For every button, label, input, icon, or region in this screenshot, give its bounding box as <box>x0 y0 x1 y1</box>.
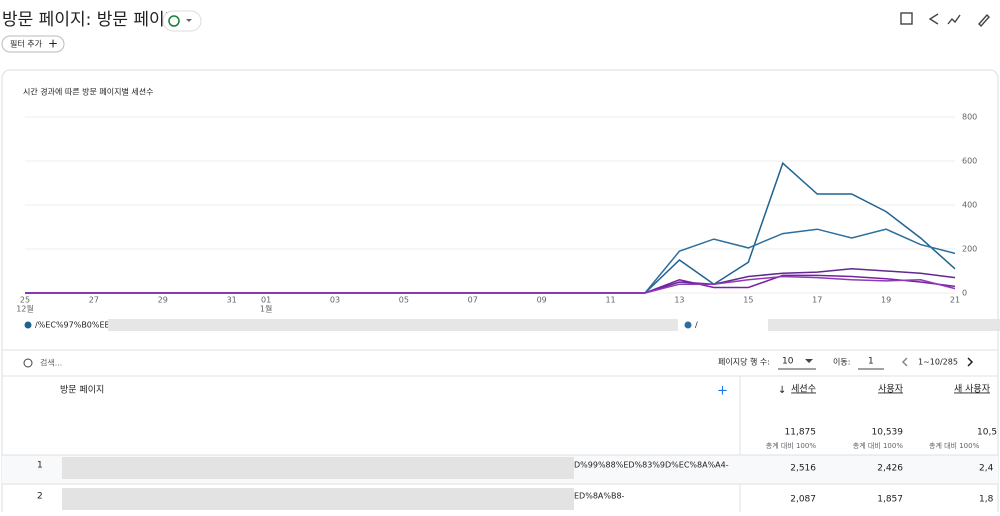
filter-button[interactable] <box>1 35 65 53</box>
x-tick-label: 09 <box>537 296 547 305</box>
page-title: 방문 페이지: 방문 페이지 <box>2 10 180 30</box>
page-range: 1~10/285 <box>918 358 958 367</box>
table-rows: 1 D%99%88%ED%83%9D%EC%8A%A4- 2,516 2,426 2,4… <box>37 457 994 510</box>
column-header[interactable]: 새 사용자 <box>954 384 991 395</box>
column-header[interactable]: 세션수 <box>791 384 816 395</box>
edit-report-icon[interactable] <box>900 12 913 25</box>
total-note: 총계 대비 100% <box>929 441 980 450</box>
row-value: 2,426 <box>877 464 903 474</box>
redacted <box>768 319 1000 331</box>
row-value: 2,4 <box>979 464 994 474</box>
redacted <box>108 319 678 331</box>
add-dimension[interactable]: + <box>717 384 728 399</box>
legend-swatch <box>24 321 32 329</box>
x-tick-label: 19 <box>881 296 891 305</box>
x-tick-label: 25 <box>20 296 30 305</box>
y-tick-label: 400 <box>962 201 977 210</box>
column-header[interactable]: 사용자 <box>878 384 904 395</box>
sort-arrow: ↓ <box>778 385 786 396</box>
row-value: 2,516 <box>790 464 816 474</box>
goto-label: 이동: <box>833 357 850 367</box>
redacted <box>62 488 574 510</box>
chart-title: 시간 경과에 따른 방문 페이지별 세션수 <box>23 87 153 97</box>
row-index: 2 <box>37 492 43 502</box>
total-note: 총계 대비 100% <box>853 441 904 450</box>
card <box>1 69 999 516</box>
redacted <box>62 457 574 479</box>
pencil-icon[interactable] <box>978 13 990 28</box>
plus-icon: + <box>48 37 58 51</box>
goto-input[interactable]: 1 <box>868 357 874 367</box>
row-index: 1 <box>37 461 43 471</box>
x-tick-label: 05 <box>399 296 409 305</box>
dropdown-arrow <box>186 19 192 22</box>
y-tick-label: 600 <box>962 157 977 166</box>
search-input[interactable]: 검색... <box>40 358 62 368</box>
y-tick-label: 800 <box>962 113 977 122</box>
insights-icon[interactable] <box>947 14 961 25</box>
total-note: 총계 대비 100% <box>766 441 817 450</box>
toolbar <box>900 12 990 28</box>
rows-label: 페이지당 행 수: <box>718 357 770 367</box>
x-tick-label: 01 <box>261 296 271 305</box>
share-icon[interactable] <box>928 13 939 25</box>
total-value: 11,875 <box>785 428 817 438</box>
total-value: 10,5 <box>977 428 997 438</box>
x-tick-label: 27 <box>89 296 99 305</box>
rows-arrow <box>805 359 813 363</box>
x-tick-label: 07 <box>468 296 478 305</box>
check-icon <box>168 15 180 27</box>
x-tick-label: 13 <box>674 296 684 305</box>
x-tick-label: 31 <box>227 296 237 305</box>
x-tick-label: 11 <box>605 296 615 305</box>
x-month-label: 12월 <box>16 304 34 314</box>
x-month-label: 1월 <box>260 304 272 314</box>
legend-swatch <box>684 321 692 329</box>
row-page: D%99%88%ED%83%9D%EC%8A%A4- <box>574 461 729 470</box>
row-page: ED%8A%B8- <box>574 492 625 501</box>
total-value: 10,539 <box>872 428 904 438</box>
x-tick-label: 21 <box>950 296 960 305</box>
row-value: 2,087 <box>790 495 816 505</box>
row-value: 1,8 <box>979 495 994 505</box>
legend-label: / <box>695 321 698 330</box>
x-tick-label: 29 <box>158 296 168 305</box>
y-tick-label: 200 <box>962 245 977 254</box>
y-tick-label: 0 <box>962 289 967 298</box>
x-tick-label: 17 <box>812 296 822 305</box>
column-header: 방문 페이지 <box>60 385 104 396</box>
x-tick-label: 03 <box>330 296 340 305</box>
row-value: 1,857 <box>877 495 903 505</box>
filter-label: 필터 추가 <box>10 39 43 49</box>
x-tick-label: 15 <box>743 296 753 305</box>
rows-select[interactable]: 10 <box>782 357 794 367</box>
series-line <box>25 275 956 294</box>
prev-page[interactable] <box>901 357 908 367</box>
legend-label: /%EC%97%B0%EB% <box>35 321 118 330</box>
next-page[interactable] <box>967 357 974 367</box>
search-icon <box>23 358 33 368</box>
